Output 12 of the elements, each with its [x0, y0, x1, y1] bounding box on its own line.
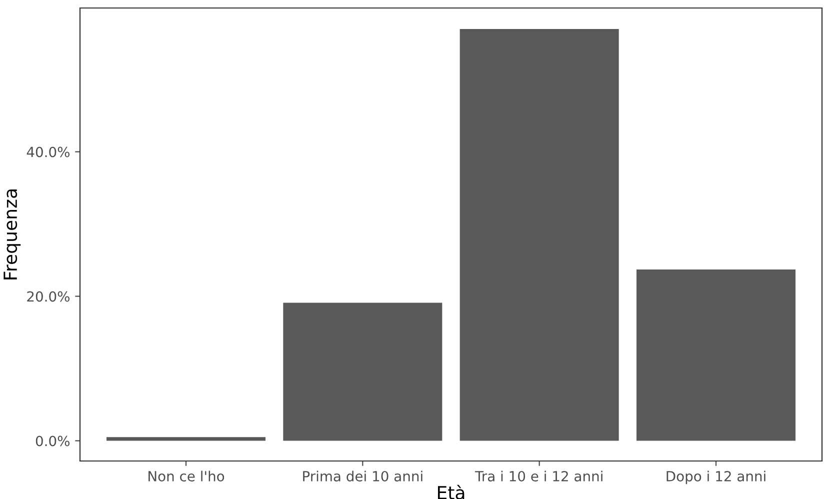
y-tick-label: 40.0%	[26, 146, 70, 158]
x-tick-label: Non ce l'ho	[148, 470, 224, 482]
bar	[283, 302, 442, 441]
y-tick-label: 0.0%	[36, 436, 70, 446]
bar	[106, 437, 266, 441]
x-tick-label: Dopo i 12 anni	[666, 470, 766, 484]
bar	[460, 28, 619, 441]
bar	[636, 270, 796, 441]
x-tick-label: Tra i 10 e i 12 anni	[474, 470, 602, 482]
y-tick-label: 20.0%	[27, 291, 70, 302]
x-tick-label: Prima dei 10 anni	[303, 470, 422, 482]
y-axis-title: Frequenza	[4, 190, 21, 280]
